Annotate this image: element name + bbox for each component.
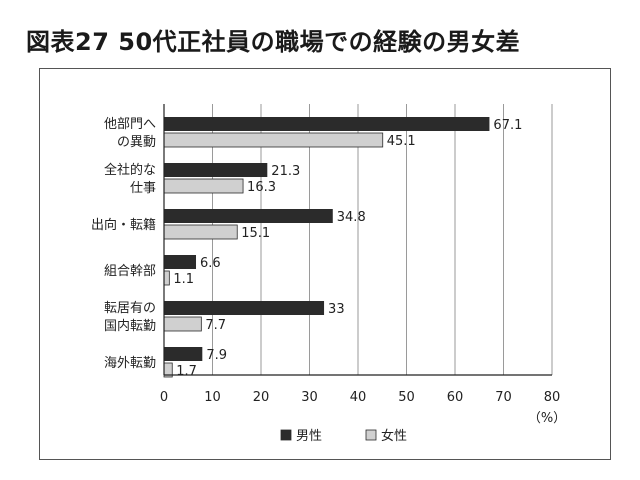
- bar: [164, 347, 203, 361]
- legend-swatch: [280, 429, 292, 441]
- bar: [163, 132, 384, 148]
- legend-label: 男性: [296, 429, 322, 444]
- x-tick-label: 20: [253, 390, 270, 405]
- bar: [163, 316, 202, 332]
- chart-frame: [39, 68, 611, 460]
- bar: [163, 178, 244, 194]
- category-label: 海外転勤: [104, 356, 156, 371]
- bar: [164, 117, 490, 131]
- category-label: の異動: [117, 135, 156, 150]
- data-label: 45.1: [387, 134, 416, 149]
- data-label: 21.3: [271, 164, 300, 179]
- category-label: 出向・転籍: [91, 217, 156, 233]
- category-label: 転居有の: [104, 301, 156, 316]
- category-label: 仕事: [130, 181, 156, 196]
- x-tick-label: 80: [544, 390, 561, 405]
- x-tick-label: 60: [447, 390, 464, 405]
- x-tick-label: 70: [495, 390, 512, 405]
- x-tick-label: 10: [204, 390, 221, 405]
- data-label: 7.7: [205, 318, 226, 333]
- figure-title: 図表27 50代正社員の職場での経験の男女差: [26, 28, 521, 56]
- bar: [164, 255, 197, 269]
- category-label: 全社的な: [104, 162, 156, 178]
- category-label: 組合幹部: [104, 263, 156, 279]
- bar: [164, 301, 325, 315]
- data-label: 7.9: [206, 348, 227, 363]
- category-label: 国内転勤: [104, 318, 156, 334]
- data-label: 1.1: [173, 272, 194, 287]
- data-label: 15.1: [241, 226, 270, 241]
- bar: [163, 270, 170, 286]
- x-tick-label: 0: [160, 390, 168, 405]
- legend-swatch: [365, 429, 377, 441]
- x-tick-label: 50: [398, 390, 415, 405]
- bar: [163, 224, 238, 240]
- data-label: 33: [328, 302, 345, 317]
- x-tick-label: 40: [350, 390, 367, 405]
- data-label: 16.3: [247, 180, 276, 195]
- data-label: 34.8: [337, 210, 366, 225]
- data-label: 6.6: [200, 256, 221, 271]
- x-tick-label: 30: [301, 390, 318, 405]
- legend-label: 女性: [381, 428, 407, 444]
- data-label: 1.7: [176, 364, 197, 379]
- bar: [164, 209, 333, 223]
- category-label: 他部門へ: [104, 117, 156, 132]
- x-unit-label: （%）: [528, 411, 566, 426]
- bar: [164, 163, 268, 177]
- data-label: 67.1: [493, 118, 522, 133]
